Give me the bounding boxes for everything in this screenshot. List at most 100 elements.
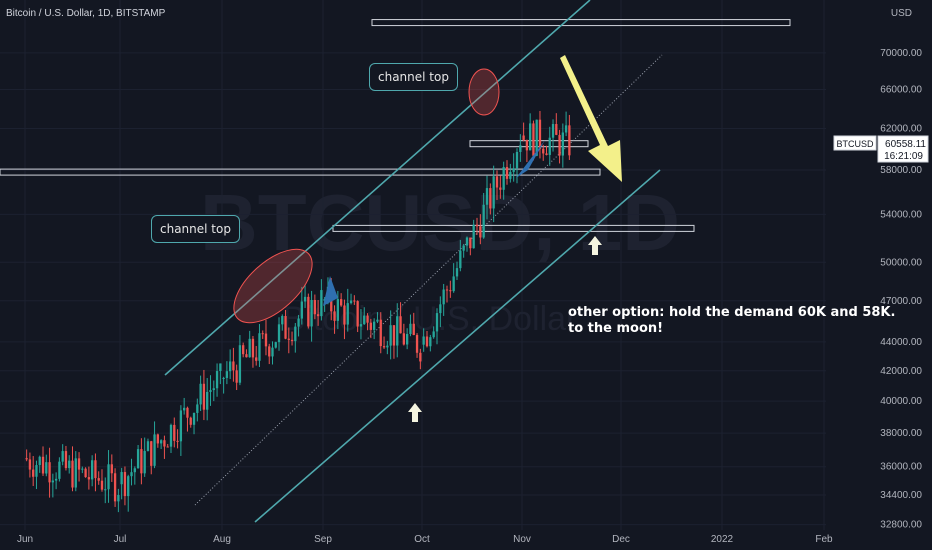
candle-body xyxy=(392,325,396,346)
candle-body xyxy=(113,473,117,502)
y-tick-label: 58000.00 xyxy=(880,165,922,176)
candle-body xyxy=(409,323,412,334)
candle-body xyxy=(143,450,146,474)
candle-body xyxy=(479,226,482,238)
axes: USD 32800.00 34400.00 36000.00 38000.00 4000… xyxy=(17,8,922,545)
y-tick-label: 32800.00 xyxy=(880,520,922,531)
y-tick-label: 47000.00 xyxy=(880,296,922,307)
candle-body xyxy=(206,391,209,410)
candle-body xyxy=(150,441,153,466)
candle-body xyxy=(482,204,485,238)
candle-body xyxy=(492,176,495,209)
candle-body xyxy=(169,424,173,447)
candle-body xyxy=(369,322,373,330)
axis-currency-label: USD xyxy=(891,8,912,19)
candle-body xyxy=(389,325,392,346)
candle-body xyxy=(133,468,136,473)
candle-body xyxy=(107,464,110,490)
candle-body xyxy=(219,363,222,372)
y-tick-label: 54000.00 xyxy=(880,209,922,220)
candle-body xyxy=(564,125,568,133)
candle-body xyxy=(422,336,425,345)
candle-body xyxy=(261,333,264,335)
x-tick-label: Jun xyxy=(17,534,33,545)
candle-body xyxy=(258,333,261,361)
candle-body xyxy=(459,250,462,269)
candle-body xyxy=(435,313,439,332)
candle-body xyxy=(238,345,242,383)
candle-body xyxy=(300,301,303,319)
candle-body xyxy=(74,458,77,488)
candle-body xyxy=(287,338,290,340)
candle-body xyxy=(71,460,74,488)
candle-body xyxy=(555,124,558,135)
candle-body xyxy=(442,289,445,305)
y-axis-labels: 32800.00 34400.00 36000.00 38000.00 40000.00… xyxy=(880,48,922,531)
white-up-arrow-oct xyxy=(408,403,422,422)
candle-body xyxy=(64,451,68,469)
callout-text: channel top xyxy=(160,222,231,236)
candle-body xyxy=(455,268,459,277)
candle-body xyxy=(268,346,271,357)
candle-body xyxy=(140,449,143,474)
candle-body xyxy=(127,476,130,497)
highlight-ellipse-oct xyxy=(468,68,500,116)
candle-body xyxy=(561,132,564,156)
candle-body xyxy=(343,305,346,325)
price-tag-price: 60558.11 xyxy=(885,139,926,150)
candle-body xyxy=(251,338,255,358)
analysis-note: other option: hold the demand 60K and 58… xyxy=(568,305,895,337)
candle-body xyxy=(512,168,515,172)
candle-body xyxy=(333,311,336,321)
candle-body xyxy=(136,449,140,469)
candle-body xyxy=(522,135,525,140)
candle-body xyxy=(386,345,389,348)
candle-body xyxy=(209,390,212,392)
x-tick-label: Dec xyxy=(612,534,630,545)
y-tick-label: 34400.00 xyxy=(880,490,922,501)
symbol-title: Bitcoin / U.S. Dollar, 1D, BITSTAMP xyxy=(6,8,166,19)
candle-body xyxy=(568,125,571,156)
candle-body xyxy=(396,316,399,346)
candle-body xyxy=(264,333,268,347)
candle-body xyxy=(176,440,179,442)
candle-body xyxy=(245,354,248,358)
candle-body xyxy=(303,296,307,302)
candle-body xyxy=(166,446,169,448)
candle-body xyxy=(212,388,215,391)
candle-body xyxy=(123,472,127,497)
candle-body xyxy=(542,148,545,154)
candle-body xyxy=(87,477,91,480)
candle-body xyxy=(320,290,323,317)
candle-body xyxy=(353,300,356,302)
candle-body xyxy=(402,333,406,345)
candle-body xyxy=(58,461,61,479)
candle-body xyxy=(248,338,251,358)
channel-lower-line xyxy=(254,169,661,523)
candle-body xyxy=(94,460,97,479)
candle-body xyxy=(429,337,432,347)
horizontal-zones xyxy=(0,19,791,232)
y-tick-label: 42000.00 xyxy=(880,366,922,377)
candle-body xyxy=(232,361,235,371)
x-tick-label: Aug xyxy=(213,534,231,545)
candle-body xyxy=(538,119,542,149)
candle-body xyxy=(281,316,284,325)
candle-body xyxy=(146,441,150,451)
candle-body xyxy=(551,124,555,138)
callout-channel-top-aug: channel top xyxy=(151,215,240,243)
candle-body xyxy=(77,458,81,470)
candle-body xyxy=(376,319,379,322)
candle-body xyxy=(277,324,281,343)
candle-body xyxy=(192,412,196,425)
arrows xyxy=(323,55,622,422)
candle-body xyxy=(225,371,229,378)
candle-body xyxy=(415,335,419,353)
candle-body xyxy=(316,314,320,317)
channel-lines xyxy=(164,0,663,523)
candle-body xyxy=(54,478,58,481)
candle-body xyxy=(189,417,192,425)
white-up-arrow-dec xyxy=(588,236,602,255)
